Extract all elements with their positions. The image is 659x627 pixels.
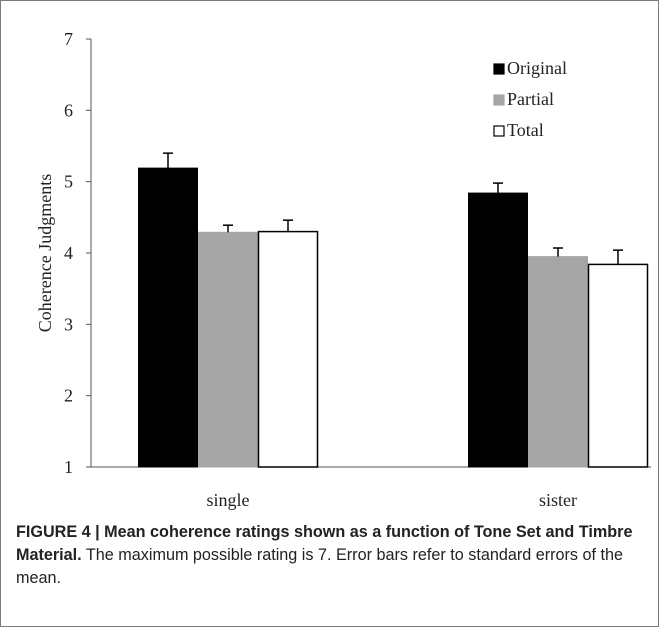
bar-original-single — [138, 167, 198, 468]
x-tick-label: sister — [539, 490, 577, 510]
y-tick-label: 4 — [64, 243, 73, 263]
bar-partial-sister — [528, 256, 588, 468]
x-tick-label: single — [207, 490, 250, 510]
y-tick-label: 2 — [64, 386, 73, 406]
legend-label-original: Original — [507, 58, 567, 78]
caption-label: FIGURE 4 | Mean coherence ratings shown … — [16, 523, 633, 564]
legend-swatch-partial — [493, 94, 505, 106]
bar-chart: 1 2 3 4 5 6 7 Coherence Judgments single sister Or… — [35, 29, 651, 510]
legend-label-total: Total — [507, 120, 544, 140]
y-tick-label: 5 — [64, 172, 73, 192]
y-tick-label: 7 — [64, 29, 73, 49]
y-tick-label: 3 — [64, 314, 73, 334]
bar-total-sister — [587, 263, 649, 468]
y-tick-label: 6 — [64, 100, 73, 120]
bar-original-sister — [468, 192, 528, 468]
legend-swatch-original — [493, 63, 505, 75]
bar-total-single — [257, 230, 319, 468]
figure-caption: FIGURE 4 | Mean coherence ratings shown … — [16, 521, 646, 590]
caption-text: The maximum possible rating is 7. Error … — [16, 546, 623, 587]
legend-label-partial: Partial — [507, 89, 554, 109]
legend-swatch-total — [493, 125, 505, 137]
y-axis-label: Coherence Judgments — [35, 174, 55, 332]
y-tick-label: 1 — [64, 457, 73, 477]
bar-partial-single — [198, 231, 258, 468]
